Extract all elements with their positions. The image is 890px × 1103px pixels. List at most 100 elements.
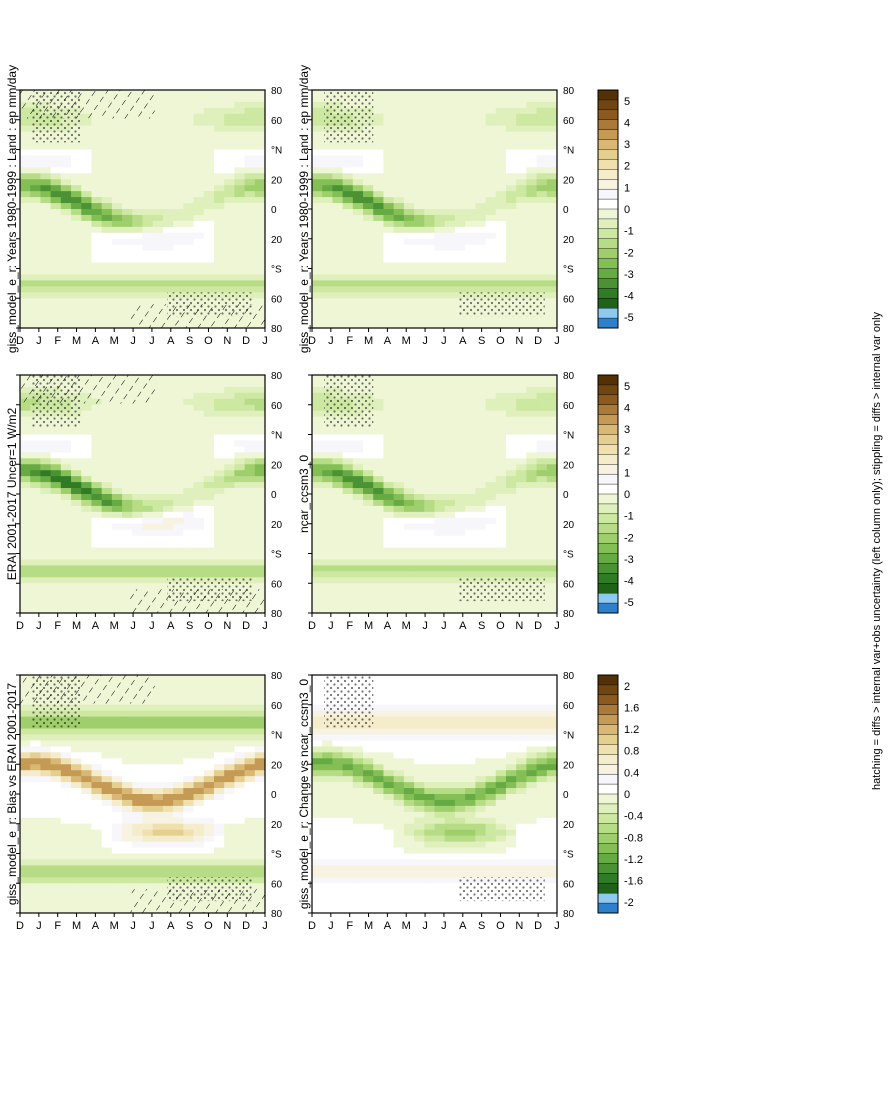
heatmap-cell <box>373 607 384 614</box>
heatmap-cell <box>30 149 41 156</box>
heatmap-cell <box>505 149 517 156</box>
heatmap-cell <box>193 499 205 507</box>
heatmap-cell <box>101 547 113 554</box>
heatmap-cell <box>485 209 497 216</box>
heatmap-cell <box>403 197 415 204</box>
heatmap-cell <box>434 529 446 537</box>
heatmap-cell <box>81 280 92 287</box>
month-tick-label: J <box>554 335 560 347</box>
heatmap-cell <box>30 209 41 216</box>
heatmap-cell <box>424 392 435 400</box>
heatmap-cell <box>173 823 184 831</box>
heatmap-cell <box>111 722 123 729</box>
heatmap-cell <box>40 316 52 323</box>
heatmap-cell <box>244 859 256 866</box>
heatmap-cell <box>183 125 194 133</box>
heatmap-cell <box>30 470 41 477</box>
heatmap-cell <box>40 244 52 252</box>
heatmap-cell <box>132 829 143 837</box>
heatmap-cell <box>363 286 374 293</box>
heatmap-cell <box>173 829 184 837</box>
heatmap-cell <box>101 316 113 323</box>
heatmap-cell <box>213 173 225 180</box>
heatmap-cell <box>363 511 374 519</box>
heatmap-cell <box>71 440 82 447</box>
heatmap-cell <box>254 517 266 525</box>
heatmap-cell <box>203 692 215 700</box>
heatmap-cell <box>91 505 103 513</box>
heatmap-cell <box>434 232 446 240</box>
heatmap-cell <box>434 583 446 590</box>
heatmap-cell <box>444 482 456 489</box>
heatmap-cell <box>50 292 62 299</box>
heatmap-cell <box>60 901 72 908</box>
heatmap-cell <box>244 458 256 465</box>
heatmap-cell <box>414 149 425 156</box>
heatmap-cell <box>495 244 507 252</box>
lat-tick-label: 60 <box>271 116 283 127</box>
heatmap-cell <box>352 262 364 269</box>
stipple-region <box>459 577 545 602</box>
heatmap-cell <box>373 220 384 228</box>
heatmap-cell <box>20 464 31 471</box>
heatmap-cell <box>332 434 344 441</box>
heatmap-cell <box>111 256 123 263</box>
heatmap-cell <box>173 107 184 115</box>
heatmap-cell <box>254 728 266 735</box>
heatmap-cell <box>234 680 245 688</box>
heatmap-cell <box>101 322 113 329</box>
heatmap-cell <box>485 434 497 441</box>
heatmap-cell <box>224 197 235 204</box>
heatmap-cell <box>152 865 164 872</box>
heatmap-cell <box>40 470 52 477</box>
heatmap-cell <box>91 764 103 771</box>
heatmap-cell <box>40 149 52 156</box>
heatmap-cell <box>111 470 123 477</box>
heatmap-cell <box>465 511 476 519</box>
heatmap-cell <box>30 244 41 252</box>
heatmap-cell <box>536 386 548 394</box>
heatmap-cell <box>546 107 558 115</box>
heatmap-cell <box>162 752 174 759</box>
heatmap-cell <box>244 529 256 537</box>
heatmap-cell <box>363 440 374 447</box>
heatmap-cell <box>30 143 41 150</box>
heatmap-cell <box>193 523 205 531</box>
heatmap-cell <box>434 149 446 156</box>
heatmap-cell <box>465 523 476 531</box>
heatmap-cell <box>50 758 62 765</box>
heatmap-cell <box>81 758 92 765</box>
heatmap-cell <box>132 541 143 548</box>
heatmap-cell <box>173 173 184 180</box>
heatmap-cell <box>434 298 446 305</box>
heatmap-cell <box>516 214 527 222</box>
heatmap-cell <box>142 517 154 525</box>
heatmap-cell <box>173 698 184 706</box>
heatmap-cell <box>213 149 225 156</box>
heatmap-cell <box>505 214 517 222</box>
heatmap-cell <box>111 601 123 608</box>
heatmap-panel-3: ncar_ccsm3_0D J F M A M J J A S O N D J8060°N20020°S6… <box>297 371 575 632</box>
heatmap-cell <box>332 583 344 590</box>
heatmap-cell <box>132 119 143 127</box>
heatmap-cell <box>132 505 143 513</box>
heatmap-cell <box>203 829 215 837</box>
heatmap-cell <box>475 470 486 477</box>
heatmap-cell <box>20 541 31 548</box>
heatmap-cell <box>142 776 154 783</box>
heatmap-cell <box>434 452 446 459</box>
heatmap-cell <box>81 788 92 795</box>
heatmap-cell <box>424 607 435 614</box>
heatmap-cell <box>132 452 143 459</box>
heatmap-cell <box>20 274 31 281</box>
heatmap-cell <box>60 511 72 519</box>
heatmap-cell <box>173 440 184 447</box>
heatmap-cell <box>101 494 113 501</box>
heatmap-cell <box>152 274 164 281</box>
heatmap-cell <box>526 446 537 453</box>
heatmap-cell <box>111 799 123 807</box>
heatmap-cell <box>193 799 205 807</box>
month-tick-label: S <box>478 620 485 632</box>
heatmap-cell <box>224 740 235 747</box>
heatmap-cell <box>526 119 537 127</box>
